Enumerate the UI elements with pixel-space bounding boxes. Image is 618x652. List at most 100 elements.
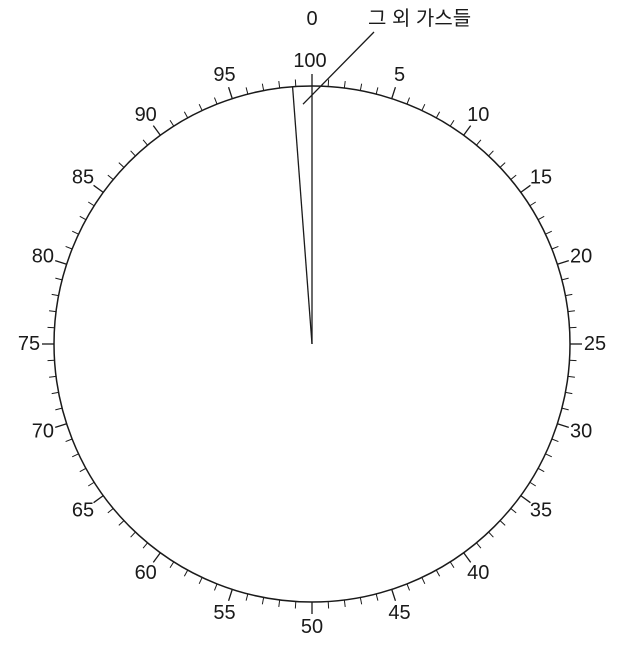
minor-tick-32 [545,454,551,457]
minor-tick-78 [52,294,59,295]
major-tick-20 [557,261,568,265]
minor-tick-86 [108,175,113,179]
slice-1 [293,86,312,344]
minor-tick-62 [131,532,136,537]
minor-tick-91 [170,120,174,126]
tick-label-20: 20 [570,246,592,268]
minor-tick-23 [568,311,575,312]
major-tick-60 [153,553,160,563]
minor-tick-64 [108,508,113,512]
minor-tick-92 [184,112,187,118]
minor-tick-29 [562,408,569,410]
minor-tick-57 [199,577,202,583]
major-tick-30 [557,424,568,428]
minor-tick-84 [88,202,94,206]
major-tick-95 [229,87,233,98]
minor-tick-59 [170,562,174,568]
tick-label-100: 100 [293,50,326,72]
minor-tick-27 [568,376,575,377]
minor-tick-42 [436,570,439,576]
slices-layer [293,86,312,344]
minor-tick-97 [262,84,263,91]
minor-tick-83 [80,216,86,219]
tick-label-10: 10 [467,104,489,126]
minor-tick-52 [279,600,280,607]
minor-tick-6 [407,98,410,105]
tick-label-15: 15 [530,167,552,189]
tick-label-65: 65 [72,499,94,521]
minor-tick-73 [49,376,56,377]
minor-tick-16 [530,202,536,206]
minor-tick-67 [80,468,86,471]
tick-label-70: 70 [32,421,54,443]
minor-tick-2 [344,81,345,88]
minor-tick-89 [143,140,147,145]
tick-label-80: 80 [32,246,54,268]
tick-label-45: 45 [388,602,410,624]
minor-tick-28 [565,392,572,393]
minor-tick-38 [489,532,494,537]
tick-label-60: 60 [135,562,157,584]
tick-label-50: 50 [301,616,323,638]
minor-tick-63 [119,521,124,526]
minor-tick-19 [552,246,559,249]
tick-label-75: 75 [18,333,40,355]
minor-tick-96 [246,87,248,94]
major-tick-80 [55,261,66,265]
minor-tick-58 [184,570,187,576]
minor-tick-93 [199,104,202,110]
minor-tick-41 [450,562,454,568]
minor-tick-11 [476,140,480,145]
minor-tick-79 [55,278,62,280]
minor-tick-17 [538,216,544,219]
major-tick-55 [229,589,233,600]
minor-tick-69 [66,439,73,442]
minor-tick-14 [511,175,516,179]
major-tick-5 [392,87,396,98]
minor-tick-53 [262,597,263,604]
minor-tick-36 [511,508,516,512]
minor-tick-87 [119,163,124,168]
minor-tick-47 [360,597,361,604]
minor-tick-48 [344,600,345,607]
minor-tick-81 [66,246,73,249]
major-tick-10 [464,126,471,136]
minor-tick-7 [422,104,425,110]
tick-label-25: 25 [584,333,606,355]
minor-tick-4 [376,87,378,94]
major-tick-45 [392,589,396,600]
tick-label-90: 90 [135,104,157,126]
minor-tick-22 [565,294,572,295]
minor-tick-39 [476,543,480,548]
minor-tick-43 [422,577,425,583]
tick-label-95: 95 [213,64,235,86]
minor-tick-72 [52,392,59,393]
minor-tick-12 [489,151,494,156]
annotation-layer: 그 외 가스들 [303,7,471,104]
minor-tick-82 [72,231,78,234]
minor-tick-31 [552,439,559,442]
minor-tick-88 [131,151,136,156]
minor-tick-77 [49,311,56,312]
minor-tick-13 [500,163,505,168]
minor-tick-71 [55,408,62,410]
major-tick-85 [94,185,104,192]
minor-tick-33 [538,468,544,471]
major-tick-90 [153,126,160,136]
minor-tick-98 [279,81,280,88]
annotation-label: 그 외 가스들 [368,7,471,30]
tick-label-5: 5 [394,64,405,86]
minor-tick-61 [143,543,147,548]
minor-tick-54 [246,594,248,601]
minor-tick-94 [214,98,217,105]
major-tick-70 [55,424,66,428]
minor-tick-3 [360,84,361,91]
minor-tick-68 [72,454,78,457]
minor-tick-56 [214,584,217,591]
tick-label-35: 35 [530,499,552,521]
minor-tick-34 [530,482,536,486]
minor-tick-21 [562,278,569,280]
major-tick-65 [94,496,104,503]
